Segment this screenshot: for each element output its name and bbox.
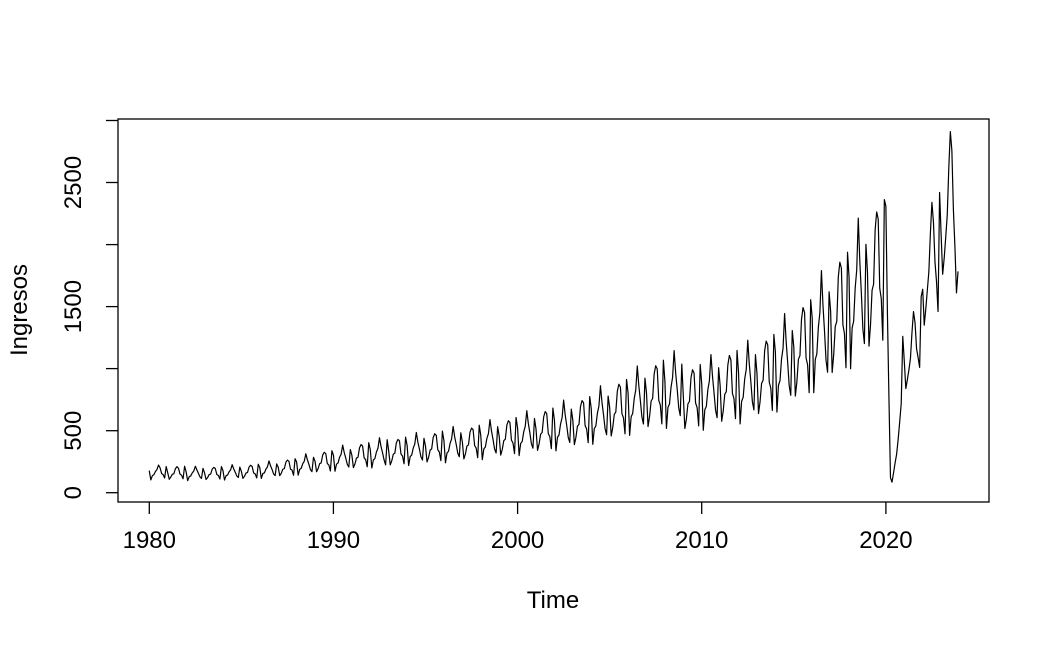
y-tick-label: 0 bbox=[60, 486, 87, 499]
plot-border bbox=[117, 118, 990, 503]
x-tick-label: 2010 bbox=[675, 527, 728, 554]
y-tick-label: 2500 bbox=[60, 156, 87, 209]
x-tick-label: 1980 bbox=[123, 527, 176, 554]
series-line bbox=[148, 131, 959, 483]
x-tick-label: 1990 bbox=[307, 527, 360, 554]
x-tick-label: 2000 bbox=[491, 527, 544, 554]
x-tick-label: 2020 bbox=[859, 527, 912, 554]
y-tick-label: 500 bbox=[60, 411, 87, 451]
axis-ticks: 1980 1990 2000 2010 2020 0 500 1500 2500 bbox=[60, 119, 913, 554]
x-axis-title: Time bbox=[527, 587, 579, 614]
y-axis-title: Ingresos bbox=[6, 264, 33, 356]
y-tick-label: 1500 bbox=[60, 280, 87, 333]
